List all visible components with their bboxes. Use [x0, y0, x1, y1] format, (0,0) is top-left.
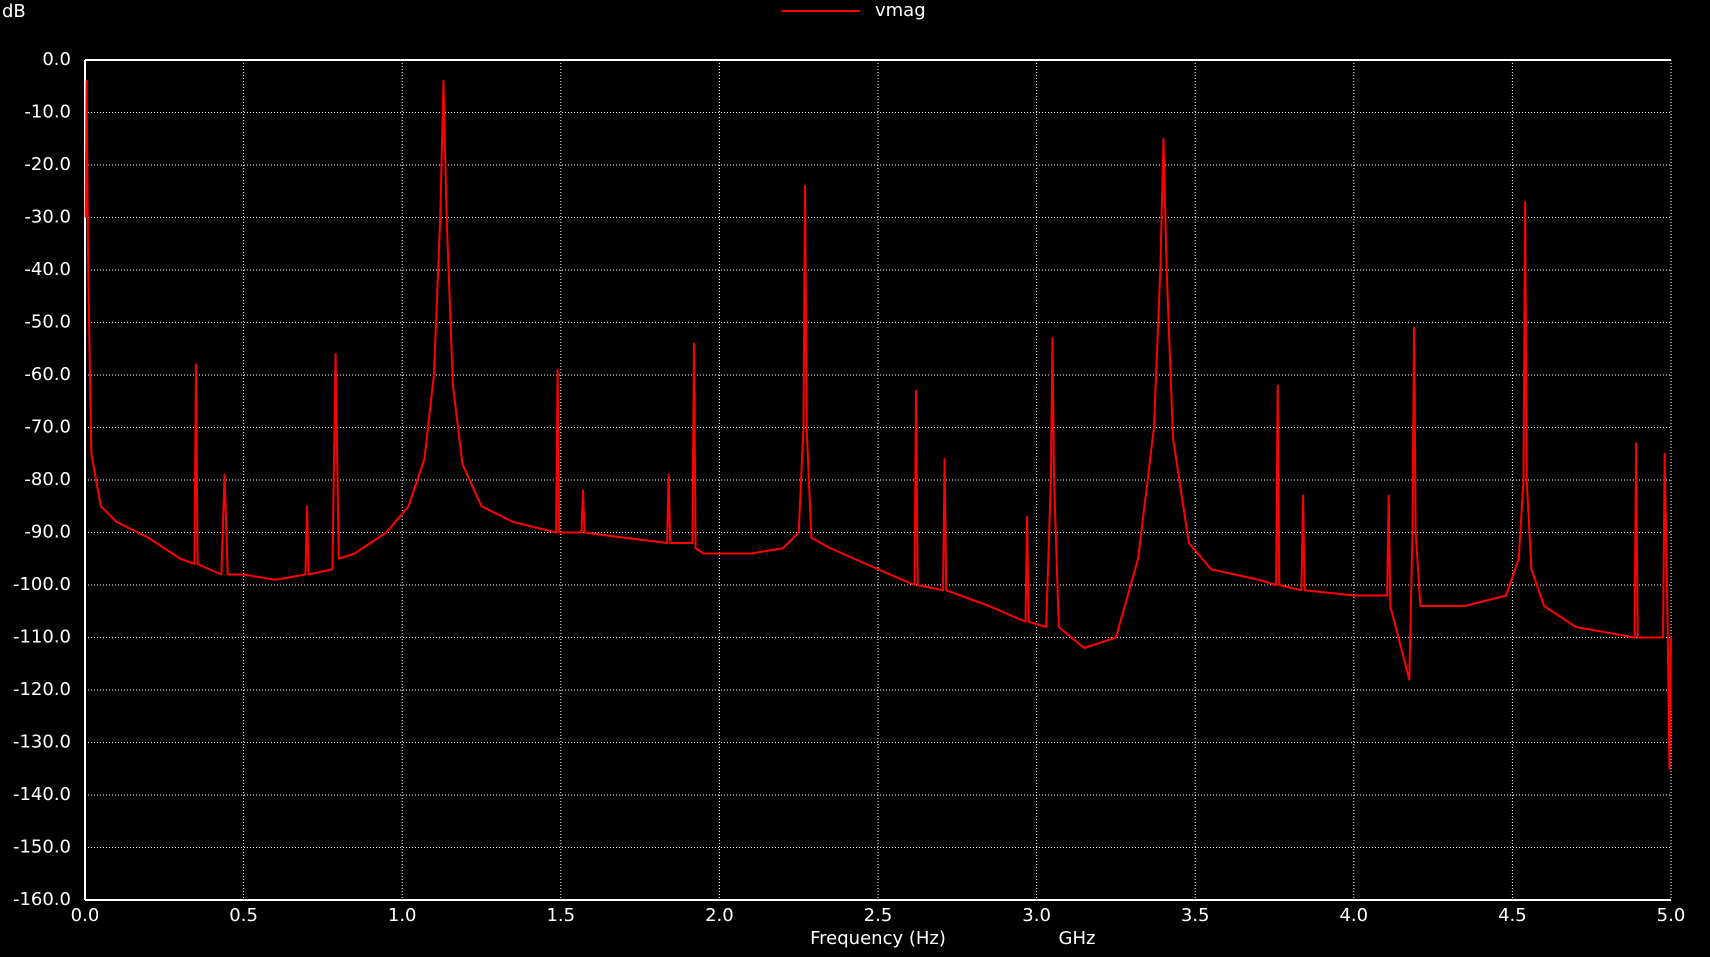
x-tick-label: 0.0 [71, 905, 100, 926]
x-tick-label: 2.0 [705, 905, 734, 926]
y-tick-label: -90.0 [24, 522, 71, 543]
y-tick-label: -50.0 [24, 312, 71, 333]
x-tick-label: 2.5 [864, 905, 893, 926]
x-tick-label: 3.5 [1181, 905, 1210, 926]
y-tick-label: -120.0 [13, 679, 71, 700]
y-tick-label: -140.0 [13, 784, 71, 805]
y-tick-label: -100.0 [13, 574, 71, 595]
x-tick-label: 3.0 [1022, 905, 1051, 926]
data-line [84, 80, 1672, 770]
y-tick-label: -110.0 [13, 627, 71, 648]
y-tick-label: -20.0 [24, 154, 71, 175]
y-tick-label: 0.0 [42, 49, 71, 70]
y-tick-label: -10.0 [24, 102, 71, 123]
y-tick-label: -30.0 [24, 207, 71, 228]
x-tick-label: 4.5 [1498, 905, 1527, 926]
x-tick-label: 1.5 [546, 905, 575, 926]
y-tick-label: -160.0 [13, 889, 71, 910]
y-tick-label: -70.0 [24, 417, 71, 438]
x-tick-label: 5.0 [1657, 905, 1686, 926]
y-tick-label: -150.0 [13, 837, 71, 858]
legend-label: vmag [875, 0, 926, 21]
y-tick-label: -130.0 [13, 732, 71, 753]
x-unit: GHz [1059, 928, 1096, 949]
y-tick-label: -80.0 [24, 469, 71, 490]
y-tick-label: -60.0 [24, 364, 71, 385]
x-tick-label: 1.0 [388, 905, 417, 926]
y-tick-label: -40.0 [24, 259, 71, 280]
y-unit: dB [2, 1, 26, 22]
x-tick-label: 4.0 [1339, 905, 1368, 926]
x-tick-label: 0.5 [229, 905, 258, 926]
x-axis-label: Frequency (Hz) [810, 928, 946, 949]
